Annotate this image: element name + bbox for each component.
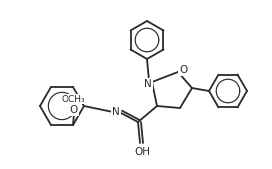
Text: N: N	[112, 107, 120, 117]
Text: N: N	[144, 79, 152, 89]
Text: O: O	[179, 65, 187, 75]
Text: OH: OH	[134, 147, 150, 157]
Text: OCH₃: OCH₃	[62, 94, 86, 104]
Text: O: O	[70, 105, 78, 115]
